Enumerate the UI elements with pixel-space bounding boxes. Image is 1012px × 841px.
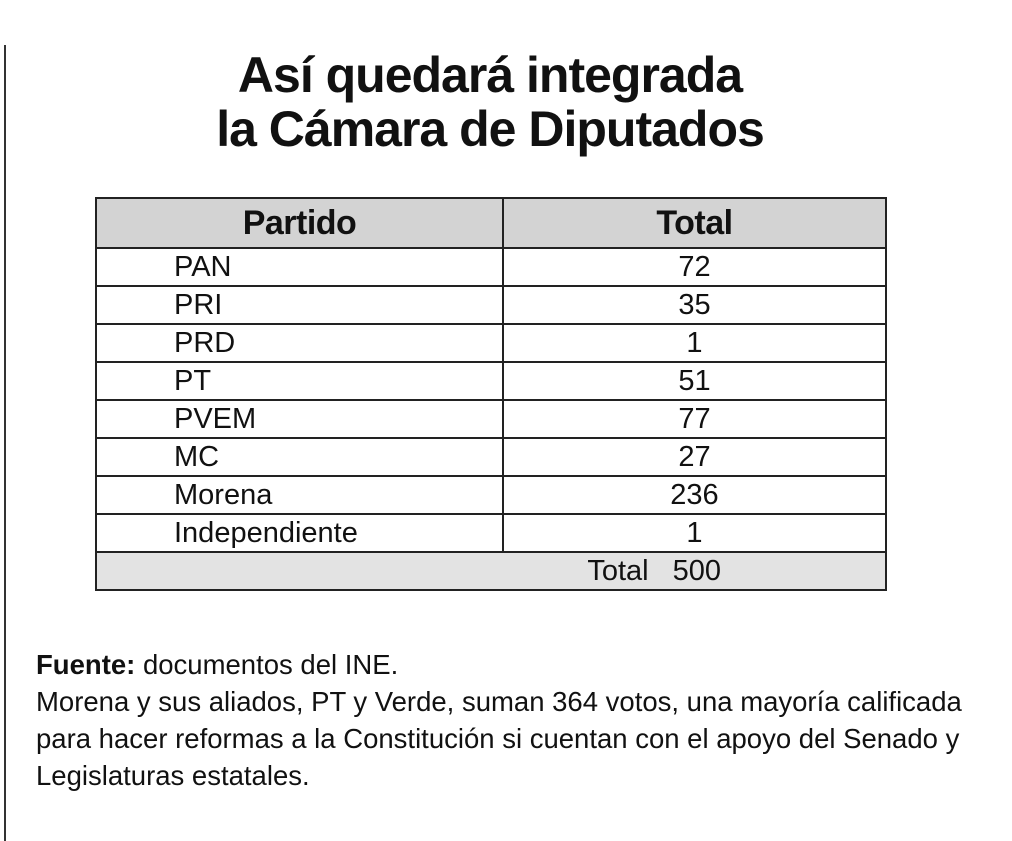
party-total: 35 — [502, 285, 887, 325]
seats-table: Partido Total PAN 72 PRI 35 PRD 1 PT 51 PVEM 77 MC… — [95, 197, 887, 591]
party-name: Morena — [95, 475, 504, 515]
total-row: Total 500 — [95, 551, 887, 591]
source-text: documentos del INE. — [135, 649, 399, 680]
footer-note: Fuente: documentos del INE. Morena y sus… — [36, 646, 996, 794]
party-total: 27 — [502, 437, 887, 477]
party-name: MC — [95, 437, 504, 477]
party-name: PT — [95, 361, 504, 401]
table-row: Independiente 1 — [95, 513, 887, 553]
source-label: Fuente: — [36, 649, 136, 680]
party-name: PRI — [95, 285, 504, 325]
total-label: Total — [587, 555, 649, 587]
party-total: 236 — [502, 475, 887, 515]
note-text: Morena y sus aliados, PT y Verde, suman … — [36, 686, 962, 791]
table-row: MC 27 — [95, 437, 887, 477]
left-border-line — [4, 45, 6, 841]
total-cell: Total 500 — [95, 551, 887, 591]
table-row: PVEM 77 — [95, 399, 887, 439]
title-line-2: la Cámara de Diputados — [216, 101, 765, 157]
source-line: Fuente: documentos del INE. — [36, 646, 996, 683]
table-row: PAN 72 — [95, 247, 887, 287]
party-name: PAN — [95, 247, 504, 287]
page-title: Así quedará integrada la Cámara de Diput… — [0, 48, 980, 156]
total-value: 500 — [672, 555, 721, 587]
title-line-1: Así quedará integrada — [237, 47, 743, 103]
table-row: PT 51 — [95, 361, 887, 401]
party-name: Independiente — [95, 513, 504, 553]
party-name: PRD — [95, 323, 504, 363]
table-row: Morena 236 — [95, 475, 887, 515]
table-row: PRD 1 — [95, 323, 887, 363]
header-total: Total — [502, 197, 887, 249]
table-header-row: Partido Total — [95, 197, 887, 249]
party-total: 72 — [502, 247, 887, 287]
party-total: 1 — [502, 513, 887, 553]
party-total: 51 — [502, 361, 887, 401]
party-name: PVEM — [95, 399, 504, 439]
table-row: PRI 35 — [95, 285, 887, 325]
party-total: 77 — [502, 399, 887, 439]
party-total: 1 — [502, 323, 887, 363]
header-partido: Partido — [95, 197, 504, 249]
